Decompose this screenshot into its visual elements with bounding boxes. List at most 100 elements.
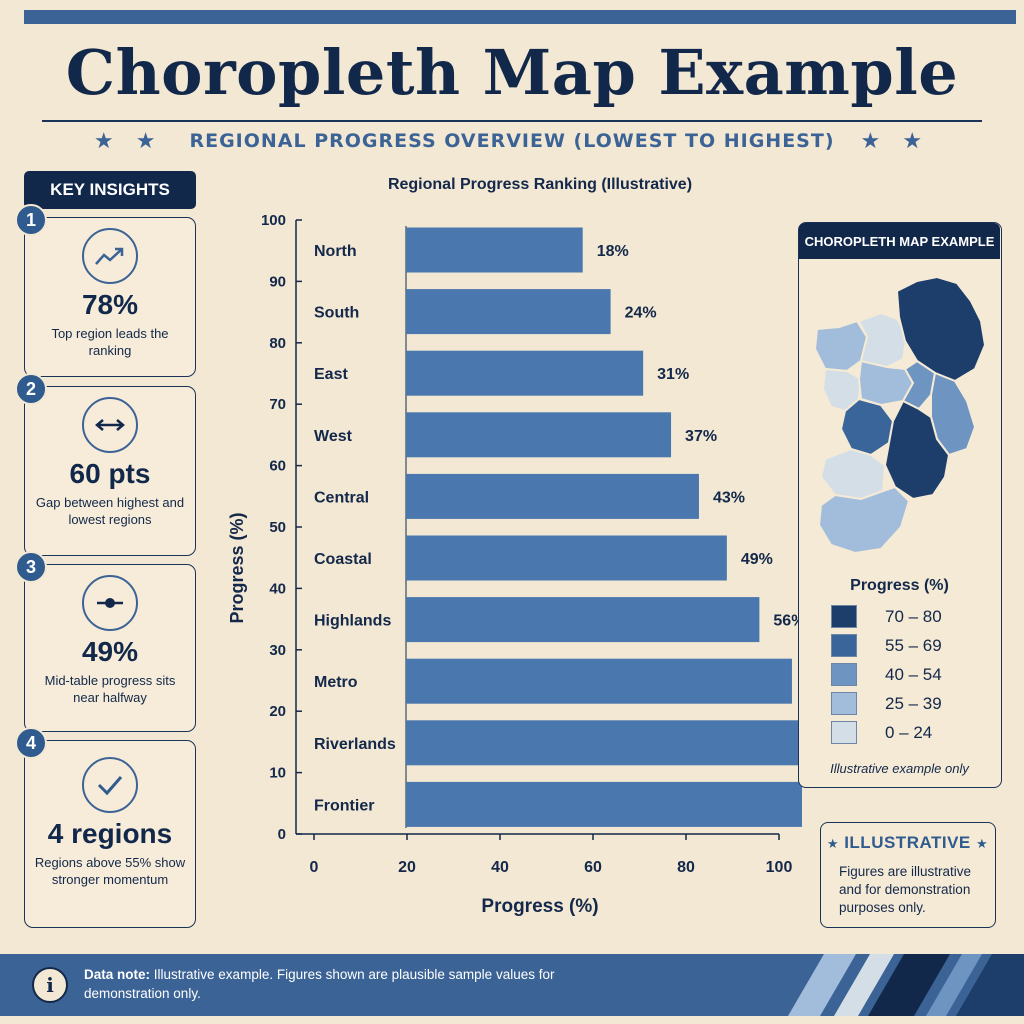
x-tick-label: 80: [677, 859, 695, 876]
footer-banner: i Data note: Illustrative example. Figur…: [0, 954, 1024, 1016]
insight-card-2: 2 60 pts Gap between highest and lowest …: [15, 373, 196, 556]
y-tick-label: 70: [269, 396, 286, 413]
category-label: West: [314, 428, 353, 445]
page-subtitle: REGIONAL PROGRESS OVERVIEW (LOWEST TO HI…: [189, 130, 835, 152]
insight-description: Gap between highest and lowest regions: [35, 494, 185, 528]
category-label: East: [314, 366, 348, 383]
y-axis-label: Progress (%): [227, 512, 247, 623]
legend-swatch: [831, 721, 857, 744]
footer-note-text: Illustrative example. Figures shown are …: [84, 967, 555, 1001]
x-tick-label: 40: [491, 859, 509, 876]
illustrative-text: Figures are illustrative and for demonst…: [839, 864, 972, 916]
page-title: Choropleth Map Example: [65, 36, 959, 109]
x-tick-label: 100: [766, 859, 793, 876]
y-axis: 0 10 20 30 40 50 60 70 80 90 100: [261, 212, 302, 843]
bar-south: [406, 289, 611, 335]
category-label: Metro: [314, 674, 358, 691]
category-label: Coastal: [314, 551, 372, 568]
y-tick-label: 90: [269, 273, 286, 290]
illustrative-heading-text: ILLUSTRATIVE: [844, 833, 971, 852]
choropleth-map: [813, 275, 987, 555]
footer-note-label: Data note:: [84, 967, 151, 982]
map-region: [813, 319, 869, 373]
y-tick-label: 80: [269, 335, 286, 352]
legend-swatch: [831, 634, 857, 657]
bar-north: [406, 227, 583, 273]
map-region: [839, 397, 895, 457]
checkmark-icon: [82, 757, 138, 813]
map-title: CHOROPLETH MAP EXAMPLE: [799, 223, 1000, 259]
map-region: [857, 311, 909, 369]
y-tick-label: 20: [269, 703, 286, 720]
legend-item: 55 – 69: [831, 634, 942, 657]
category-label: Riverlands: [314, 736, 396, 753]
legend-label: 40 – 54: [885, 664, 942, 684]
map-note: Illustrative example only: [830, 761, 969, 776]
legend-swatch: [831, 692, 857, 715]
bar-east: [406, 350, 644, 396]
insight-description: Top region leads the ranking: [51, 325, 169, 359]
bar-frontier: [406, 781, 802, 827]
title-rule: [42, 120, 982, 122]
legend-item: 40 – 54: [831, 663, 942, 686]
insight-description: Regions above 55% show stronger momentum: [34, 854, 186, 888]
category-label: Highlands: [314, 613, 391, 630]
chart-title: Regional Progress Ranking (Illustrative): [387, 176, 693, 193]
category-label: Frontier: [314, 797, 374, 814]
midpoint-slider-icon: [82, 575, 138, 631]
key-insights-header: KEY INSIGHTS: [24, 171, 196, 209]
legend-item: 0 – 24: [831, 721, 932, 744]
insight-card-4: 4 4 regions Regions above 55% show stron…: [15, 727, 196, 928]
insight-number: 4: [15, 727, 47, 759]
insight-value: 4 regions: [47, 818, 173, 849]
bars: North 18% South 24% East 31% West 37% Central 43%…: [314, 227, 802, 827]
x-tick-label: 0: [310, 859, 319, 876]
legend-label: 25 – 39: [885, 693, 942, 713]
info-icon: i: [32, 967, 68, 1003]
bar-central: [406, 473, 699, 519]
insight-value: 60 pts: [69, 458, 151, 489]
insight-value: 78%: [81, 289, 139, 320]
data-label: 56%: [773, 613, 802, 630]
category-label: North: [314, 243, 357, 260]
insight-card-3: 3 49% Mid-table progress sits near halfw…: [15, 551, 196, 732]
y-tick-label: 100: [261, 212, 286, 229]
trending-up-icon: [82, 228, 138, 284]
map-region: [819, 447, 887, 501]
illustrative-heading: ★ ILLUSTRATIVE ★: [821, 833, 994, 853]
x-tick-label: 20: [398, 859, 416, 876]
legend-label: 70 – 80: [885, 606, 942, 626]
star-icon: ★: [976, 836, 989, 851]
insight-number: 2: [15, 373, 47, 405]
legend-title: Progress (%): [850, 577, 949, 594]
y-tick-label: 40: [269, 580, 286, 597]
y-tick-label: 50: [269, 519, 286, 536]
legend-swatch: [831, 663, 857, 686]
footer-stripes: [788, 954, 1024, 1016]
category-label: South: [314, 305, 359, 322]
bar-highlands: [406, 597, 760, 643]
insight-number: 3: [15, 551, 47, 583]
y-tick-label: 60: [269, 458, 286, 475]
legend-swatch: [831, 605, 857, 628]
top-banner-bar: [24, 10, 1016, 24]
y-tick-label: 0: [278, 826, 286, 843]
double-arrow-icon: [82, 397, 138, 453]
insight-card-1: 1 78% Top region leads the ranking: [15, 204, 196, 377]
right-stars: ★ ★: [860, 128, 931, 153]
map-region: [901, 359, 937, 411]
map-region: [817, 485, 911, 555]
map-panel: CHOROPLETH MAP EXAMPLE Progress (%) 70 –…: [798, 222, 1002, 788]
data-label: 49%: [741, 551, 773, 568]
category-label: Central: [314, 489, 369, 506]
legend-label: 0 – 24: [885, 722, 933, 742]
bar-metro: [406, 658, 792, 704]
subtitle-row: ★ ★ REGIONAL PROGRESS OVERVIEW (LOWEST T…: [0, 128, 1024, 154]
illustrative-box: ★ ILLUSTRATIVE ★ Figures are illustrativ…: [820, 822, 996, 928]
bar-west: [406, 412, 672, 458]
insight-description: Mid-table progress sits near halfway: [44, 672, 176, 706]
star-icon: ★: [826, 836, 839, 851]
legend-item: 25 – 39: [831, 692, 942, 715]
y-tick-label: 10: [269, 765, 286, 782]
data-label: 18%: [597, 243, 629, 260]
